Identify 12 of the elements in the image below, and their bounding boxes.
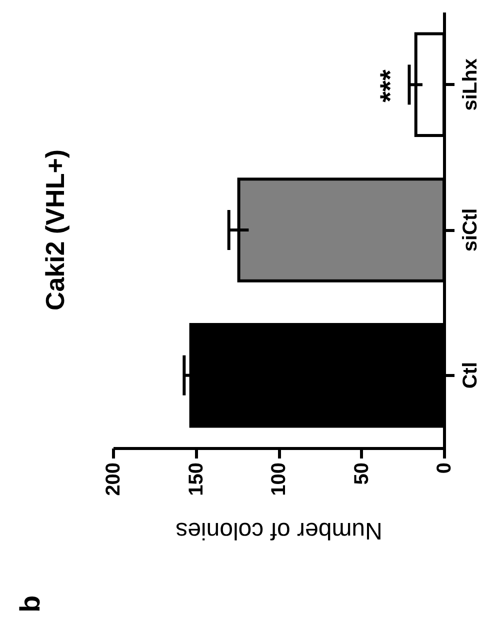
x-tick-label: 50 — [350, 462, 373, 485]
y-tick-label: Ctl — [460, 362, 481, 389]
text: b — [14, 595, 46, 613]
x-tick-label: 150 — [185, 462, 208, 496]
x-tick-label: 0 — [434, 462, 456, 474]
x-tick-label: 200 — [102, 462, 124, 496]
text: Caki2 (VHL+) — [40, 149, 70, 311]
y-tick-label: siCtl — [460, 208, 481, 252]
y-tick-label: siLhx — [460, 58, 481, 111]
x-tick-label: 100 — [268, 462, 290, 496]
annotation: *** — [374, 70, 406, 102]
x-axis-title: Number of colonies — [176, 516, 382, 544]
